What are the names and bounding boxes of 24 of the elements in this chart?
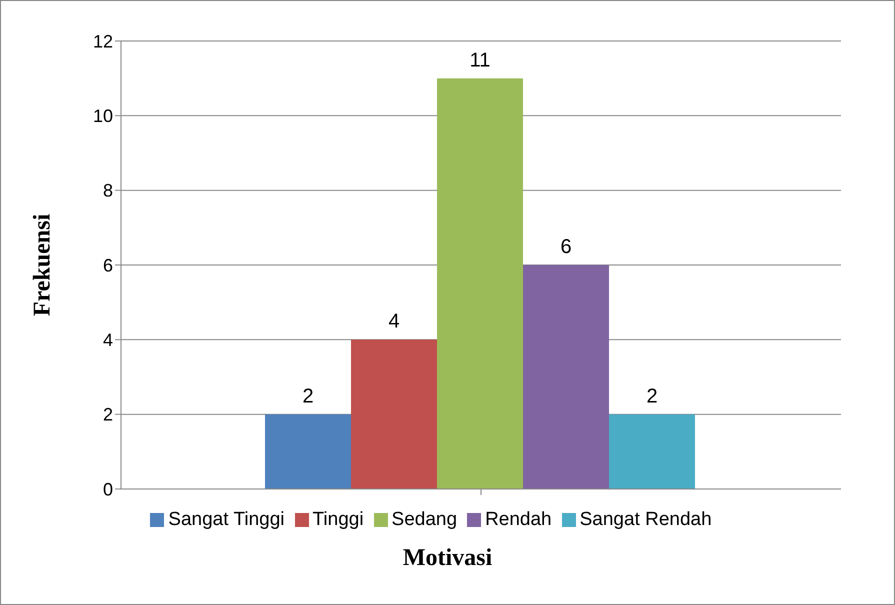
- y-tick-label: 0: [102, 479, 113, 500]
- y-tick-label: 12: [92, 31, 113, 52]
- y-tick-label: 10: [92, 106, 113, 126]
- bar: [523, 265, 609, 489]
- y-axis-title: Frekuensi: [30, 214, 56, 316]
- bar: [351, 340, 437, 489]
- x-axis-title: Motivasi: [402, 545, 494, 572]
- y-tick-label: 8: [102, 180, 113, 201]
- y-tick-label: 6: [102, 255, 113, 276]
- legend-label: Sangat Tinggi: [168, 509, 284, 530]
- data-label: 2: [302, 385, 314, 408]
- bar: [437, 78, 523, 489]
- y-tick-label: 2: [102, 404, 113, 425]
- bar: [265, 414, 351, 489]
- legend-label: Tinggi: [312, 509, 364, 530]
- data-label: 6: [560, 236, 572, 258]
- legend-label: Rendah: [485, 509, 552, 530]
- data-label: 11: [470, 49, 490, 72]
- data-label: 2: [646, 385, 658, 408]
- legend-label: Sedang: [392, 509, 458, 530]
- bar: [609, 414, 695, 489]
- legend-label: Sangat Rendah: [580, 509, 712, 530]
- y-tick-label: 4: [102, 330, 113, 350]
- data-label: 4: [388, 310, 400, 333]
